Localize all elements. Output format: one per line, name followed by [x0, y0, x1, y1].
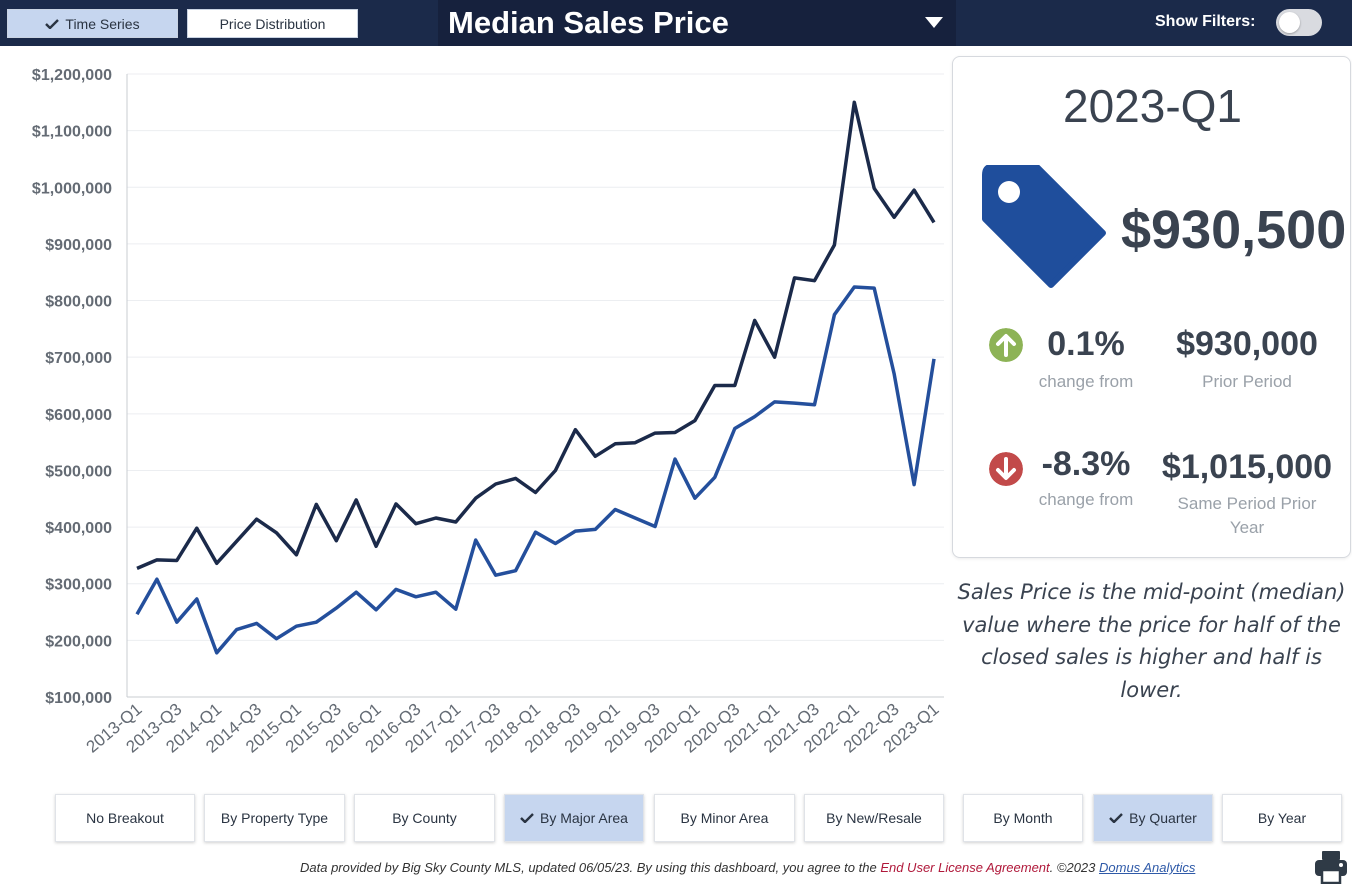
show-filters-label: Show Filters:	[1155, 13, 1256, 30]
check-icon	[45, 18, 60, 29]
button-label: By Month	[993, 810, 1053, 826]
button-label: By Property Type	[220, 810, 329, 826]
time-series-button[interactable]: Time Series	[7, 9, 178, 38]
license-link[interactable]: End User License Agreement	[880, 860, 1050, 875]
y-tick-label: $900,000	[45, 237, 112, 254]
arrow-down-circle-icon	[989, 452, 1023, 486]
summary-card: 2023-Q1 $930,500 0.1% change from $930,0…	[952, 56, 1351, 558]
y-tick-label: $800,000	[45, 294, 112, 311]
series-line-dark[interactable]	[136, 100, 936, 571]
time-series-label: Time Series	[65, 15, 140, 32]
y-tick-label: $1,100,000	[32, 124, 112, 141]
footer-text-part: Data provided by Big Sky County MLS, upd…	[300, 860, 881, 875]
chevron-down-icon[interactable]	[925, 17, 943, 28]
by-county-button[interactable]: By County	[354, 794, 495, 842]
description-line: closed sales is higher and half is lower…	[981, 645, 1322, 702]
footer-text: Data provided by Big Sky County MLS, upd…	[300, 860, 1195, 875]
y-tick-label: $200,000	[45, 633, 112, 650]
metric-selector[interactable]: Median Sales Price	[438, 0, 956, 46]
button-label: By County	[392, 810, 457, 826]
description-line: value where the price for half of the	[962, 612, 1341, 637]
button-label: By Minor Area	[680, 810, 769, 826]
button-label: By Year	[1257, 810, 1307, 826]
change-prior-year-label: change from	[1038, 490, 1134, 509]
period-label: 2023-Q1	[1062, 80, 1242, 132]
button-label: By Major Area	[540, 810, 628, 826]
button-label: By Quarter	[1129, 810, 1197, 826]
summary-value: $930,500	[1121, 200, 1347, 260]
y-tick-label: $500,000	[45, 463, 112, 480]
prior-period-label: Prior Period	[1202, 372, 1292, 391]
price-tag-icon	[982, 165, 1106, 288]
y-tick-label: $300,000	[45, 577, 112, 594]
page-title: Median Sales Price	[448, 5, 729, 40]
toggle-knob	[1279, 12, 1300, 33]
no-breakout-button[interactable]: No Breakout	[55, 794, 195, 842]
y-tick-label: $600,000	[45, 407, 112, 424]
y-tick-label: $100,000	[45, 690, 112, 707]
series-line-blue[interactable]	[135, 285, 936, 655]
arrow-up-circle-icon	[989, 328, 1023, 362]
prior-year-label-line2: Year	[1229, 518, 1265, 537]
button-label: By New/Resale	[826, 810, 922, 826]
top-bar: Time Series Price Distribution Median Sa…	[0, 0, 1352, 46]
brand-link[interactable]: Domus Analytics	[1099, 860, 1196, 875]
by-year-button[interactable]: By Year	[1222, 794, 1342, 842]
change-prior-pct: 0.1%	[1047, 325, 1125, 363]
price-distribution-button[interactable]: Price Distribution	[187, 9, 358, 38]
metric-description: Sales Price is the mid-point (median) va…	[952, 576, 1351, 706]
x-axis-tick-labels: 2013-Q12013-Q32014-Q12014-Q32015-Q12015-…	[83, 700, 943, 757]
chart-series	[135, 100, 936, 655]
line-chart: $100,000 $200,000 $300,000 $400,000 $500,000…	[32, 67, 944, 757]
y-tick-label: $1,200,000	[32, 67, 112, 84]
change-prior-year-pct: -8.3%	[1041, 445, 1131, 483]
change-prior-label: change from	[1038, 372, 1134, 391]
prior-period-value: $930,000	[1176, 325, 1318, 363]
footer-text-part: . ©2023	[1049, 860, 1099, 875]
by-major-area-button[interactable]: By Major Area	[504, 794, 644, 842]
by-property-type-button[interactable]: By Property Type	[204, 794, 345, 842]
chart-grid	[126, 73, 944, 698]
show-filters-toggle[interactable]	[1276, 9, 1322, 36]
by-month-button[interactable]: By Month	[963, 794, 1083, 842]
by-minor-area-button[interactable]: By Minor Area	[654, 794, 795, 842]
by-new-resale-button[interactable]: By New/Resale	[804, 794, 944, 842]
y-tick-label: $1,000,000	[32, 180, 112, 197]
by-quarter-button[interactable]: By Quarter	[1093, 794, 1213, 842]
printer-icon[interactable]	[1314, 850, 1348, 884]
price-distribution-label: Price Distribution	[219, 15, 326, 32]
check-icon	[1109, 813, 1123, 823]
y-tick-label: $700,000	[45, 350, 112, 367]
prior-year-value: $1,015,000	[1161, 448, 1333, 486]
description-line: Sales Price is the mid-point (median)	[957, 580, 1346, 604]
button-label: No Breakout	[86, 810, 164, 826]
check-icon	[520, 813, 534, 823]
prior-year-label-line1: Same Period Prior	[1177, 494, 1317, 513]
y-tick-label: $400,000	[45, 520, 112, 537]
y-axis-tick-labels: $100,000 $200,000 $300,000 $400,000 $500,000…	[32, 67, 112, 707]
